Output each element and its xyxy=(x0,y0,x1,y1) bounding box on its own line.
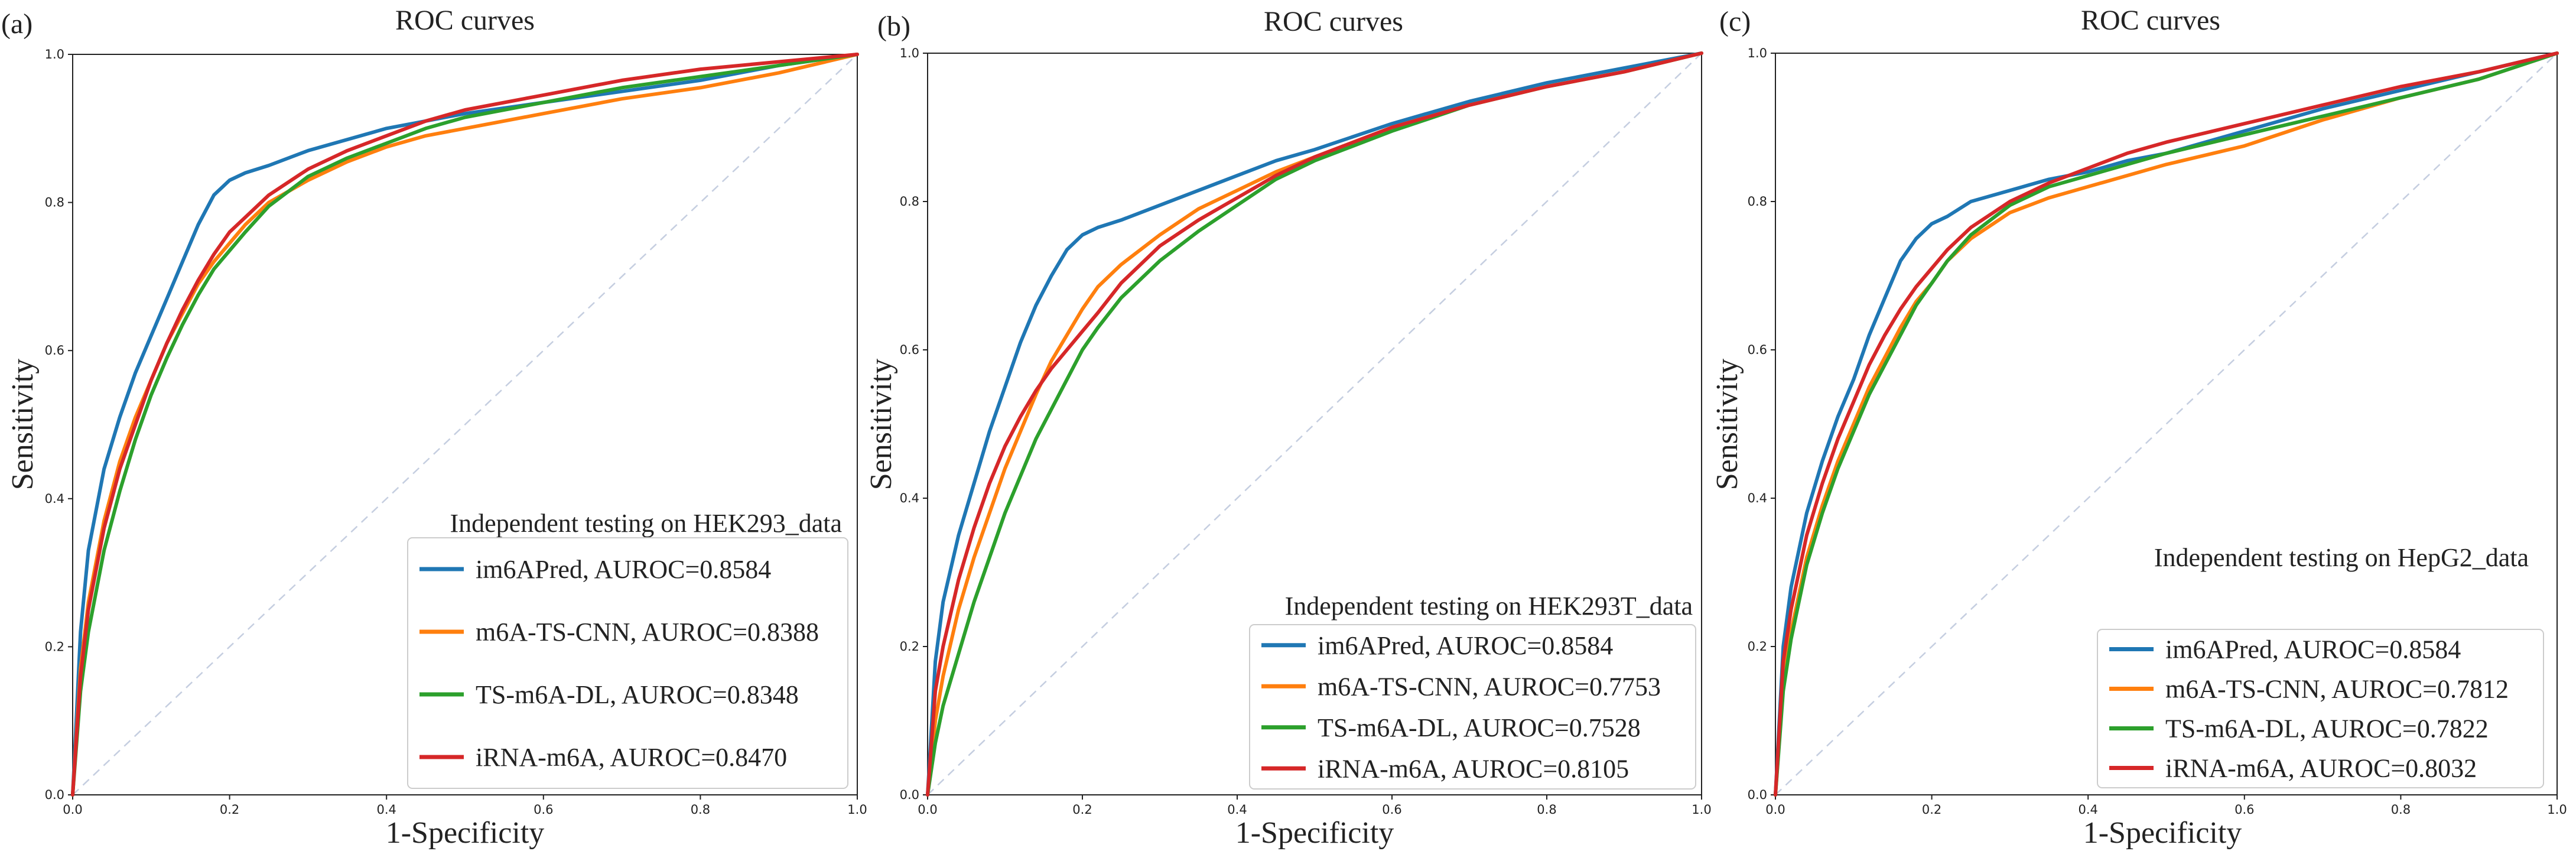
x-axis-label: 1-Specificity xyxy=(1235,816,1394,850)
y-tick-label: 0.4 xyxy=(1748,491,1767,505)
y-tick-label: 1.0 xyxy=(900,46,919,60)
y-tick-label: 1.0 xyxy=(45,47,64,61)
panel-tag: (c) xyxy=(1719,6,1751,37)
roc-line-irna-m6a xyxy=(926,51,1703,797)
roc-line-m6a-ts-cnn xyxy=(71,53,859,797)
legend-entry: im6APred, AUROC=0.8584 xyxy=(1318,631,1613,660)
y-tick-label: 0.4 xyxy=(45,492,64,506)
legend-entry: iRNA-m6A, AUROC=0.8105 xyxy=(1318,754,1629,783)
x-tick-label: 1.0 xyxy=(847,803,867,817)
x-tick-label: 0.2 xyxy=(1072,803,1092,817)
x-tick-label: 0.8 xyxy=(1537,803,1556,817)
legend-title: Independent testing on HepG2_data xyxy=(2154,543,2529,572)
roc-line-irna-m6a xyxy=(1774,51,2559,797)
x-tick-label: 0.8 xyxy=(2391,803,2411,817)
legend-title: Independent testing on HEK293T_data xyxy=(1285,592,1693,621)
panel-tag: (a) xyxy=(1,8,32,40)
chart-title: ROC curves xyxy=(2081,5,2220,36)
y-tick-label: 0.2 xyxy=(45,639,64,654)
y-axis-label: Sensitivity xyxy=(6,359,40,490)
y-tick-label: 0.8 xyxy=(900,194,919,209)
y-tick-label: 0.8 xyxy=(45,196,64,210)
legend-entry: m6A-TS-CNN, AUROC=0.7812 xyxy=(2165,675,2509,704)
roc-line-ts-m6a-dl xyxy=(1774,51,2559,797)
x-tick-label: 0.6 xyxy=(534,803,553,817)
y-tick-label: 0.2 xyxy=(900,639,919,654)
panel-b: (b) ROC curves 1-Specificity Sensitivity… xyxy=(864,6,1712,850)
panel-a: (a) ROC curves 1-Specificity Sensitivity… xyxy=(1,5,867,850)
y-axis-label: Sensitivity xyxy=(1710,359,1744,490)
panel-c: (c) ROC curves 1-Specificity Sensitivity… xyxy=(1710,5,2567,850)
x-tick-label: 0.0 xyxy=(63,803,82,817)
y-tick-label: 0.0 xyxy=(900,788,919,802)
chance-diagonal xyxy=(1775,53,2558,795)
x-axis-label: 1-Specificity xyxy=(386,816,545,850)
roc-line-im6apred xyxy=(1774,51,2559,797)
x-tick-label: 0.6 xyxy=(2235,803,2254,817)
y-tick-label: 0.0 xyxy=(1748,788,1767,802)
x-tick-label: 0.6 xyxy=(1382,803,1401,817)
y-tick-label: 0.0 xyxy=(45,788,64,802)
y-tick-label: 0.4 xyxy=(900,491,919,505)
y-tick-label: 0.8 xyxy=(1748,194,1767,209)
legend-box xyxy=(407,537,848,789)
y-tick-label: 0.6 xyxy=(1748,343,1767,357)
chance-diagonal xyxy=(72,54,858,795)
legend-entry: iRNA-m6A, AUROC=0.8032 xyxy=(2165,754,2477,783)
x-tick-label: 0.0 xyxy=(918,803,937,817)
y-tick-label: 1.0 xyxy=(1748,46,1767,60)
x-tick-label: 1.0 xyxy=(2547,803,2567,817)
roc-line-ts-m6a-dl xyxy=(71,53,859,797)
roc-line-im6apred xyxy=(926,51,1703,797)
legend-box xyxy=(1249,624,1696,790)
x-axis-label: 1-Specificity xyxy=(2083,816,2242,850)
legend-title: Independent testing on HEK293_data xyxy=(450,509,842,538)
panel-tag: (b) xyxy=(877,11,910,42)
y-axis-label: Sensitivity xyxy=(864,359,898,490)
legend-entry: im6APred, AUROC=0.8584 xyxy=(476,555,771,584)
legend-entry: TS-m6A-DL, AUROC=0.7528 xyxy=(1318,713,1641,742)
chart-title: ROC curves xyxy=(395,5,535,36)
x-tick-label: 0.4 xyxy=(1227,803,1247,817)
x-tick-label: 0.4 xyxy=(2078,803,2097,817)
legend-entry: TS-m6A-DL, AUROC=0.7822 xyxy=(2165,714,2489,743)
chart-title: ROC curves xyxy=(1264,6,1403,37)
roc-line-ts-m6a-dl xyxy=(926,51,1703,797)
legend-entry: m6A-TS-CNN, AUROC=0.8388 xyxy=(476,618,819,647)
legend-entry: iRNA-m6A, AUROC=0.8470 xyxy=(476,743,787,772)
y-tick-label: 0.6 xyxy=(45,343,64,358)
legend-entry: m6A-TS-CNN, AUROC=0.7753 xyxy=(1318,672,1661,701)
roc-line-irna-m6a xyxy=(71,53,859,797)
legend-box xyxy=(2097,629,2544,788)
legend-entry: TS-m6A-DL, AUROC=0.8348 xyxy=(476,680,799,709)
x-tick-label: 0.4 xyxy=(376,803,396,817)
x-tick-label: 1.0 xyxy=(1692,803,1711,817)
x-tick-label: 0.2 xyxy=(1922,803,1941,817)
legend-entry: im6APred, AUROC=0.8584 xyxy=(2165,635,2461,664)
x-tick-label: 0.2 xyxy=(220,803,239,817)
x-tick-label: 0.0 xyxy=(1765,803,1785,817)
y-tick-label: 0.6 xyxy=(900,343,919,357)
x-tick-label: 0.8 xyxy=(691,803,710,817)
y-tick-label: 0.2 xyxy=(1748,639,1767,654)
